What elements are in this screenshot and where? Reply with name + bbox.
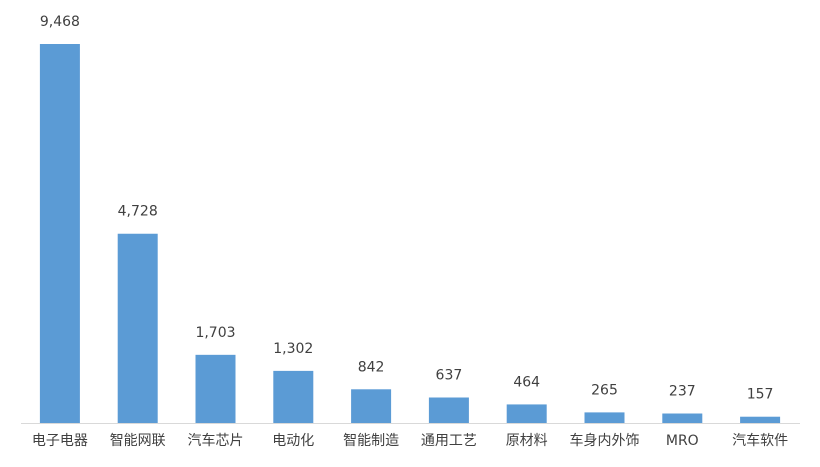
- bar: [740, 416, 781, 423]
- bar: [506, 404, 547, 423]
- x-tick-label: 原材料: [506, 433, 548, 449]
- value-label: 4,728: [118, 204, 158, 220]
- value-label: 157: [747, 387, 774, 403]
- value-label: 1,703: [195, 325, 235, 341]
- value-label: 464: [513, 374, 540, 390]
- bar: [273, 370, 314, 423]
- bar: [662, 413, 703, 423]
- x-tick-label: 电动化: [272, 433, 314, 449]
- value-label: 1,302: [273, 341, 313, 357]
- x-tick-label: 通用工艺: [421, 433, 477, 449]
- value-label: 237: [669, 384, 696, 400]
- x-tick-label: 汽车软件: [732, 432, 788, 449]
- bar: [351, 389, 392, 423]
- x-tick-label: 车身内外饰: [570, 432, 640, 449]
- value-label: 265: [591, 382, 618, 398]
- bar: [39, 44, 80, 423]
- x-tick-label: 智能网联: [110, 433, 166, 449]
- value-label: 9,468: [40, 14, 80, 30]
- value-label: 637: [436, 368, 463, 384]
- x-tick-label: MRO: [666, 433, 699, 449]
- value-label: 842: [358, 359, 385, 375]
- bar: [428, 397, 469, 423]
- bar: [195, 354, 236, 423]
- bar: [117, 233, 158, 423]
- x-tick-label: 电子电器: [32, 433, 88, 449]
- x-tick-label: 汽车芯片: [188, 432, 244, 449]
- bar: [584, 412, 625, 423]
- x-tick-label: 智能制造: [343, 433, 399, 449]
